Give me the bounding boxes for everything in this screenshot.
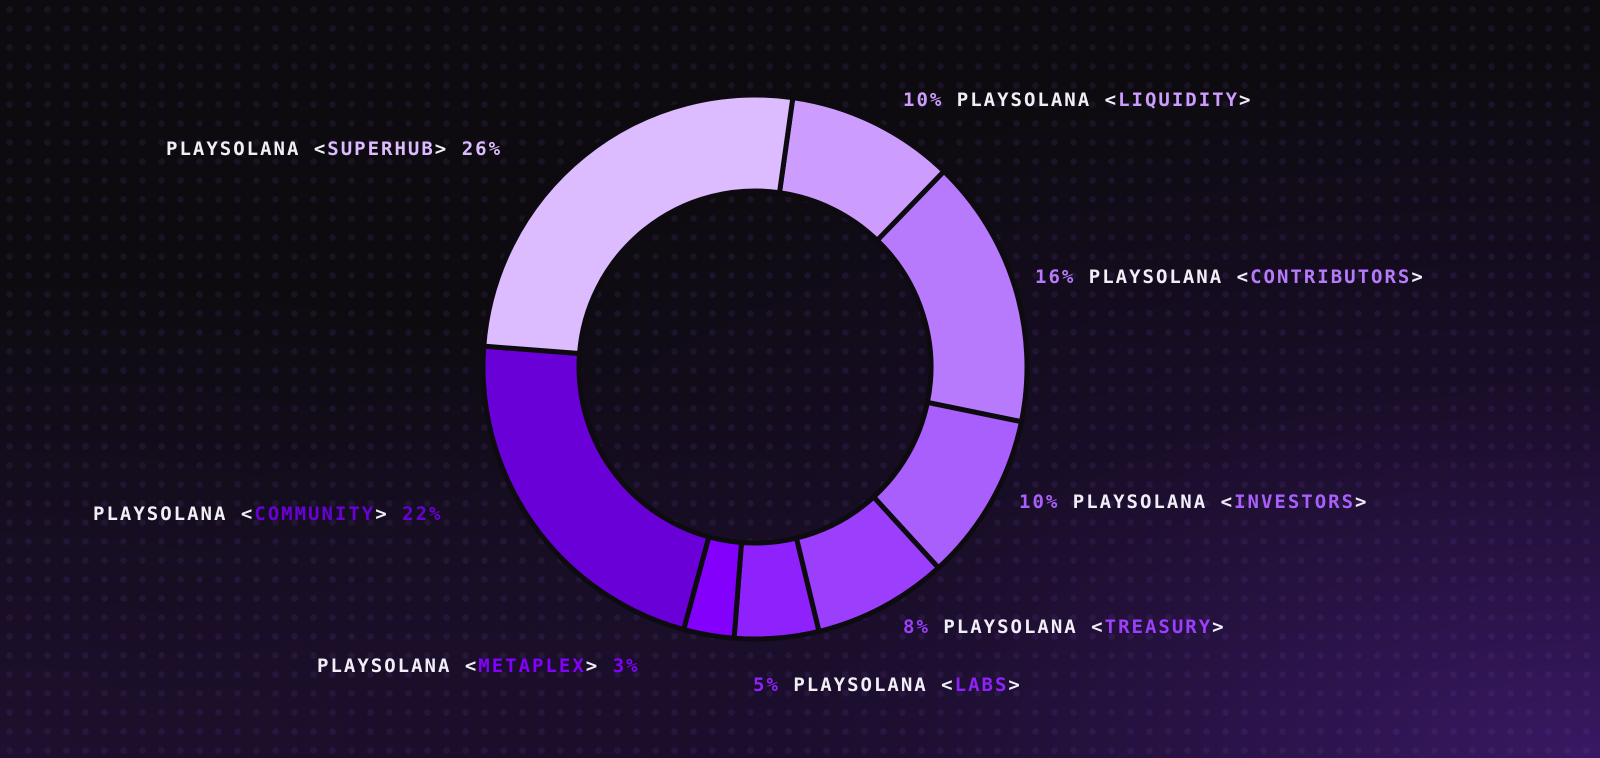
pct: 16% [1035,266,1076,288]
pct: 22% [402,503,443,525]
slice-superhub [481,92,796,356]
category: CONTRIBUTORS [1250,266,1412,288]
pct: 5% [753,674,780,696]
prefix: PLAYSOLANA [956,89,1092,111]
category: LABS [954,674,1009,696]
prefix: PLAYSOLANA [793,674,928,696]
pct: 26% [461,138,503,160]
category: METAPLEX [478,655,586,677]
category: INVESTORS [1234,491,1356,513]
label-contributors: 16% PLAYSOLANA <CONTRIBUTORS> [1035,266,1425,288]
prefix: PLAYSOLANA [943,616,1078,638]
label-labs: 5% PLAYSOLANA <LABS> [753,674,1022,696]
prefix: PLAYSOLANA [93,503,228,525]
prefix: PLAYSOLANA [317,655,452,677]
label-community: PLAYSOLANA <COMMUNITY> 22% [93,503,443,525]
category: LIQUIDITY [1118,89,1240,111]
category: TREASURY [1104,616,1213,638]
pct: 10% [1019,491,1060,513]
prefix: PLAYSOLANA [166,138,301,160]
label-superhub: PLAYSOLANA <SUPERHUB> 26% [166,138,503,160]
category: COMMUNITY [254,503,376,525]
slice-community [480,343,712,632]
label-investors: 10% PLAYSOLANA <INVESTORS> [1019,491,1369,513]
category: SUPERHUB [327,138,435,160]
label-liquidity: 10% PLAYSOLANA <LIQUIDITY> [903,89,1253,111]
label-metaplex: PLAYSOLANA <METAPLEX> 3% [317,655,640,677]
pct: 10% [903,89,944,111]
pct: 8% [903,616,930,638]
label-treasury: 8% PLAYSOLANA <TREASURY> [903,616,1226,638]
pct: 3% [612,655,640,677]
prefix: PLAYSOLANA [1088,266,1224,288]
prefix: PLAYSOLANA [1072,491,1208,513]
